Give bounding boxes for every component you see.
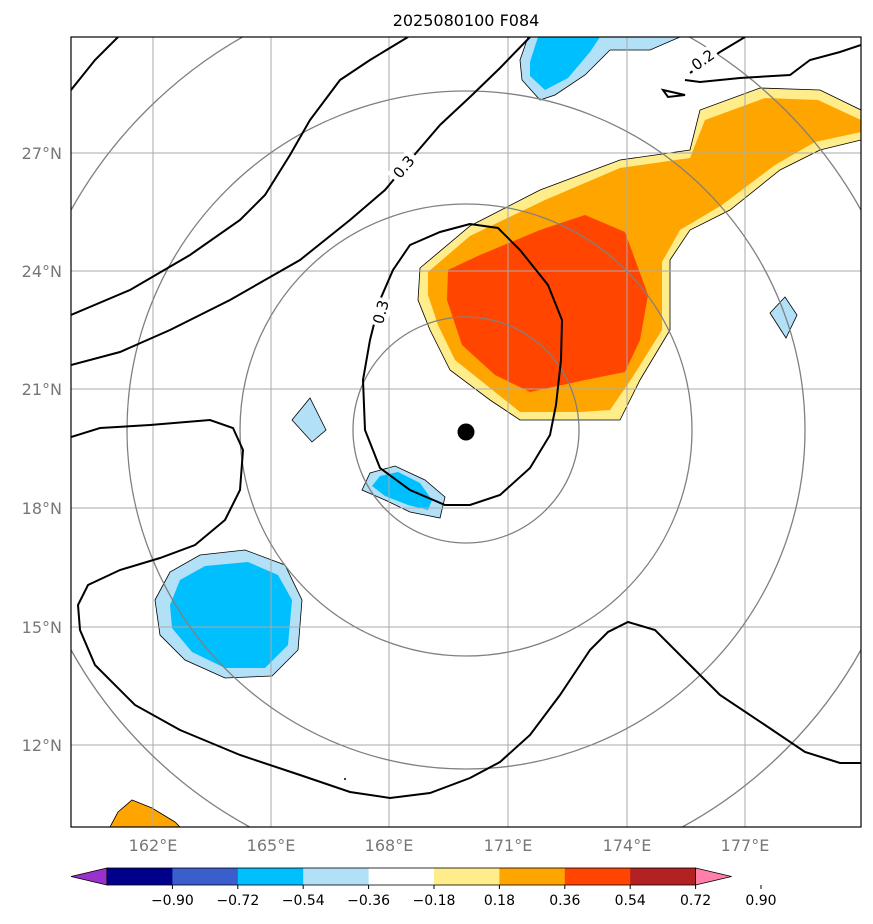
range-rings (71, 37, 861, 827)
contour-line-loop (660, 88, 686, 99)
x-tick-label: 171°E (484, 836, 533, 855)
contour-labels: 0.3 0.3 0.2 (368, 44, 721, 328)
colorbar-segment (172, 868, 239, 885)
range-ring (126, 90, 806, 770)
y-tick-label: 18°N (22, 499, 62, 518)
contour-line-0.3 (71, 37, 531, 366)
colorbar-tick-label: −0.18 (413, 893, 456, 909)
contour-line-northwest (71, 37, 409, 316)
colorbar-segment (434, 868, 500, 885)
colorbar-tick-label: 0.90 (745, 893, 776, 909)
dot-marker (344, 778, 346, 780)
shade-positive-sw (109, 799, 181, 827)
contour-line-outer (71, 418, 861, 800)
x-tick-label: 174°E (603, 836, 652, 855)
contours (71, 37, 861, 800)
colorbar-segment (303, 868, 370, 885)
range-ring (352, 316, 580, 544)
colorbar-segment (499, 868, 566, 885)
storm-center-marker (457, 423, 475, 441)
chart-title: 2025080100 F084 (393, 11, 540, 30)
map-area: 0.3 0.3 0.2 (71, 37, 861, 827)
colorbar-tick-label: 0.72 (680, 893, 711, 909)
colorbar-extend-max (695, 867, 732, 886)
y-axis: 12°N 15°N 18°N 21°N 24°N 27°N (22, 144, 62, 755)
shade-negative-small-east (769, 296, 798, 339)
colorbar-tick-label: 0.36 (549, 893, 580, 909)
colorbar: −0.90 −0.72 −0.54 −0.36 −0.18 0.18 0.36 0.54 0.7… (70, 867, 777, 909)
contour-line-corner (71, 37, 119, 91)
colorbar-outline (106, 867, 696, 886)
shade-negative-small-west (291, 397, 327, 443)
colorbar-segment (630, 868, 697, 885)
colorbar-extend-min (70, 867, 108, 886)
colorbar-tick-label: −0.90 (151, 893, 194, 909)
colorbar-tick-label: −0.36 (347, 893, 390, 909)
x-tick-label: 162°E (129, 836, 178, 855)
colorbar-tick-label: 0.18 (484, 893, 515, 909)
y-tick-label: 12°N (22, 736, 62, 755)
shade-negative-north-core (530, 37, 600, 90)
colorbar-segment (237, 868, 304, 885)
x-axis: 162°E 165°E 168°E 171°E 174°E 177°E (129, 836, 770, 855)
x-tick-label: 168°E (365, 836, 414, 855)
x-tick-label: 165°E (247, 836, 296, 855)
y-tick-label: 21°N (22, 380, 62, 399)
x-tick-label: 177°E (721, 836, 770, 855)
colorbar-tick-label: 0.54 (615, 893, 646, 909)
colorbar-segment (564, 868, 631, 885)
y-tick-label: 27°N (22, 144, 62, 163)
shade-negative-center-core (372, 472, 432, 510)
colorbar-segment (107, 868, 173, 885)
colorbar-segment (368, 868, 435, 885)
y-tick-label: 15°N (22, 618, 62, 637)
range-ring (239, 203, 693, 657)
y-tick-label: 24°N (22, 262, 62, 281)
colorbar-tick-label: −0.72 (216, 893, 259, 909)
shade-positive-strong (447, 215, 648, 392)
contour-line-center (361, 222, 564, 506)
gridlines (71, 37, 861, 827)
colorbar-tick-label: −0.54 (282, 893, 325, 909)
contour-label: 0.3 (369, 298, 393, 326)
map-frame (70, 36, 862, 828)
